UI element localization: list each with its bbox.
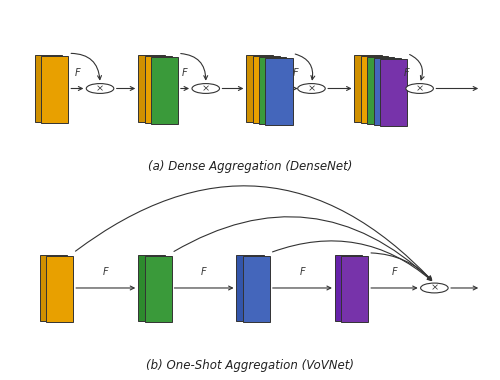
Text: ×: × [416,84,424,93]
Bar [35,55,62,122]
Text: F: F [201,268,207,277]
Text: F: F [404,68,409,78]
Bar [259,57,286,124]
Text: F: F [292,68,298,78]
Bar [138,255,165,321]
Circle shape [298,84,325,93]
Text: F: F [300,268,305,277]
Text: (a) Dense Aggregation (DenseNet): (a) Dense Aggregation (DenseNet) [148,160,352,173]
Circle shape [192,84,220,93]
Text: F: F [74,68,80,78]
Bar [236,255,264,321]
Bar [361,56,388,123]
Circle shape [406,84,433,93]
Text: ×: × [202,84,210,93]
Bar [354,55,382,122]
Bar [380,59,407,125]
Bar [341,255,368,322]
Text: ×: × [430,283,438,293]
Text: F: F [392,268,397,277]
Bar [46,255,73,322]
Bar [40,255,67,321]
Bar [243,255,270,322]
Text: (b) One-Shot Aggregation (VoVNet): (b) One-Shot Aggregation (VoVNet) [146,359,354,372]
Text: F: F [103,268,108,277]
Text: ×: × [96,84,104,93]
Bar [144,255,172,322]
Bar [368,57,394,124]
Bar [335,255,362,321]
Bar [138,55,165,122]
Bar [151,57,178,124]
Text: F: F [182,68,188,78]
Bar [144,56,172,123]
Circle shape [86,84,114,93]
Text: ×: × [308,84,316,93]
Bar [42,56,68,123]
Bar [252,56,280,123]
Bar [246,55,274,122]
Bar [374,58,400,125]
Circle shape [420,283,448,293]
Bar [266,58,292,125]
